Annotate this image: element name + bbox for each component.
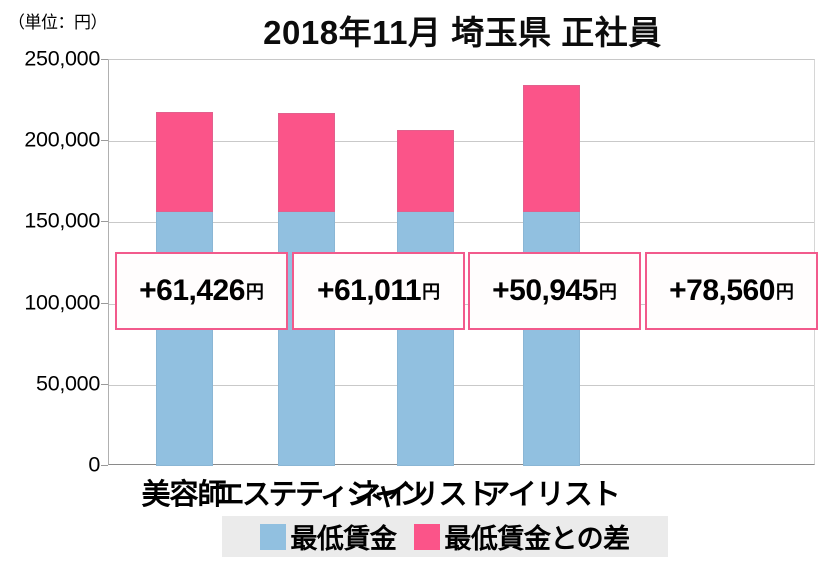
y-axis-tick-mark <box>101 59 108 60</box>
y-axis-tick-label: 250,000 <box>24 46 100 71</box>
x-axis-category-label: 美容師 <box>141 479 226 511</box>
legend-label-diff: 最低賃金との差 <box>444 524 630 554</box>
legend: 最低賃金 最低賃金との差 <box>222 516 668 557</box>
x-axis-category-label: アイリスト <box>481 479 621 511</box>
data-label-amount: +50,945 <box>492 274 598 307</box>
legend-item-base: 最低賃金 <box>260 517 397 556</box>
legend-label-base: 最低賃金 <box>290 524 397 554</box>
data-label-box: +50,945 円 <box>468 252 641 330</box>
y-axis-tick-mark <box>101 302 108 304</box>
bar-segment-base <box>278 212 335 466</box>
y-axis-tick-label: 50,000 <box>36 371 100 396</box>
unit-note: （単位：円） <box>8 13 108 32</box>
legend-swatch-base-icon <box>260 523 287 550</box>
y-axis-tick-mark <box>101 140 108 142</box>
bar-segment-base <box>156 212 213 466</box>
y-axis-tick-label: 100,000 <box>24 290 100 315</box>
bar-segment-base <box>523 212 580 466</box>
y-axis-tick-mark <box>101 465 108 466</box>
gridline <box>109 384 814 386</box>
data-label-box: +78,560 円 <box>645 252 818 330</box>
legend-item-diff: 最低賃金との差 <box>414 517 630 556</box>
bar-segment-diff <box>523 84 580 213</box>
data-label-amount: +61,426 <box>139 274 245 307</box>
y-axis-tick-label: 200,000 <box>24 127 100 152</box>
x-axis-category-label: エステティシャン <box>215 479 429 511</box>
y-axis-tick-label: 150,000 <box>24 208 100 233</box>
data-label-yen-unit: 円 <box>422 282 441 302</box>
y-axis-tick-mark <box>101 221 108 223</box>
y-axis-tick-label: 0 <box>88 452 100 477</box>
page-title: 2018年11月 埼玉県 正社員 <box>263 14 662 51</box>
x-axis-category-label: ネイリスト <box>354 479 495 511</box>
bar-segment-base <box>397 212 454 466</box>
data-label-box: +61,011 円 <box>292 252 465 330</box>
bar-segment-diff <box>156 112 213 213</box>
bar-segment-diff <box>397 129 454 213</box>
data-label-amount: +61,011 <box>316 274 422 307</box>
gridline <box>109 141 814 143</box>
data-label-yen-unit: 円 <box>598 282 617 302</box>
data-label-amount: +78,560 <box>669 274 775 307</box>
y-axis-tick-mark <box>101 383 108 385</box>
data-label-yen-unit: 円 <box>775 282 794 302</box>
bar-segment-diff <box>278 113 335 213</box>
gridline <box>109 222 814 224</box>
legend-swatch-diff-icon <box>414 523 441 550</box>
data-label-yen-unit: 円 <box>245 282 264 302</box>
data-label-box: +61,426 円 <box>115 252 288 330</box>
